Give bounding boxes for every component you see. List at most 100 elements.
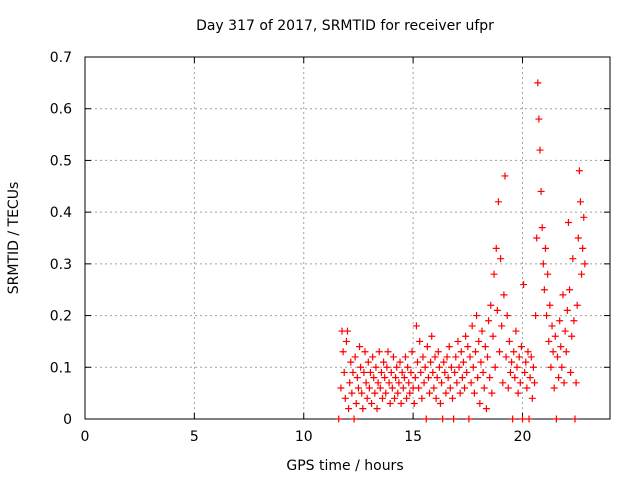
data-point — [353, 374, 361, 382]
data-point — [563, 306, 571, 314]
data-point — [383, 363, 391, 371]
data-point — [428, 332, 436, 340]
data-point — [552, 415, 560, 423]
data-point — [362, 379, 370, 387]
data-point — [394, 389, 402, 397]
data-point — [375, 348, 383, 356]
data-point — [337, 384, 345, 392]
data-point — [559, 291, 567, 299]
data-point — [349, 368, 357, 376]
x-tick-label: 20 — [514, 429, 532, 445]
y-axis-label: SRMTID / TECUs — [6, 182, 22, 295]
data-point — [571, 415, 579, 423]
data-point — [429, 368, 437, 376]
data-point — [531, 379, 539, 387]
data-point — [389, 353, 397, 361]
data-point — [566, 286, 574, 294]
y-tick-label: 0.6 — [50, 102, 72, 118]
data-point — [371, 389, 379, 397]
data-point — [480, 384, 488, 392]
data-point — [445, 343, 453, 351]
data-point — [473, 312, 481, 320]
data-point — [396, 358, 404, 366]
data-point — [455, 363, 463, 371]
data-point — [410, 399, 418, 407]
data-point — [452, 353, 460, 361]
data-point — [399, 384, 407, 392]
data-point — [393, 363, 401, 371]
x-tick-label: 10 — [295, 429, 313, 445]
data-point — [564, 218, 572, 226]
data-point — [544, 270, 552, 278]
data-point — [532, 312, 540, 320]
data-point — [561, 327, 569, 335]
data-point — [556, 317, 564, 325]
data-point — [451, 368, 459, 376]
data-points — [335, 79, 589, 423]
data-point — [351, 353, 359, 361]
data-point — [397, 399, 405, 407]
data-point — [366, 368, 374, 376]
data-point — [382, 389, 390, 397]
data-point — [501, 172, 509, 180]
data-point — [521, 368, 529, 376]
data-point — [524, 348, 532, 356]
data-point — [364, 358, 372, 366]
data-point — [352, 399, 360, 407]
data-point — [466, 353, 474, 361]
data-point — [363, 394, 371, 402]
data-point — [581, 260, 589, 268]
data-point — [496, 348, 504, 356]
data-point — [398, 368, 406, 376]
y-tick-label: 0.2 — [50, 309, 72, 325]
data-point — [574, 234, 582, 242]
data-point — [509, 415, 517, 423]
data-point — [438, 379, 446, 387]
data-point — [465, 415, 473, 423]
data-point — [514, 389, 522, 397]
data-point — [427, 358, 435, 366]
data-point — [535, 115, 543, 123]
data-point — [432, 394, 440, 402]
data-point — [568, 332, 576, 340]
y-tick-label: 0.7 — [50, 50, 72, 66]
data-point — [512, 327, 520, 335]
data-point — [536, 146, 544, 154]
data-point — [335, 415, 343, 423]
data-point — [385, 379, 393, 387]
data-point — [529, 363, 537, 371]
data-point — [578, 270, 586, 278]
y-tick-label: 0 — [63, 412, 72, 428]
data-point — [380, 358, 388, 366]
data-point — [486, 374, 494, 382]
data-point — [557, 343, 565, 351]
data-point — [490, 270, 498, 278]
data-point — [520, 281, 528, 289]
data-point — [408, 348, 416, 356]
data-point — [511, 374, 519, 382]
data-point — [513, 363, 521, 371]
data-point — [500, 291, 508, 299]
data-point — [478, 327, 486, 335]
data-point — [533, 234, 541, 242]
data-point — [579, 244, 587, 252]
data-point — [543, 312, 551, 320]
data-point — [550, 384, 558, 392]
data-point — [487, 301, 495, 309]
chart-title: Day 317 of 2017, SRMTID for receiver ufp… — [196, 18, 494, 34]
y-tick-label: 0.4 — [50, 205, 72, 221]
data-point — [555, 374, 563, 382]
data-point — [424, 374, 432, 382]
data-point — [414, 358, 421, 366]
data-point — [392, 374, 400, 382]
data-point — [515, 353, 523, 361]
data-point — [458, 374, 466, 382]
data-point — [572, 379, 580, 387]
data-point — [551, 332, 559, 340]
data-point — [510, 348, 518, 356]
data-point — [449, 394, 456, 402]
data-point — [420, 379, 428, 387]
data-point — [340, 368, 348, 376]
